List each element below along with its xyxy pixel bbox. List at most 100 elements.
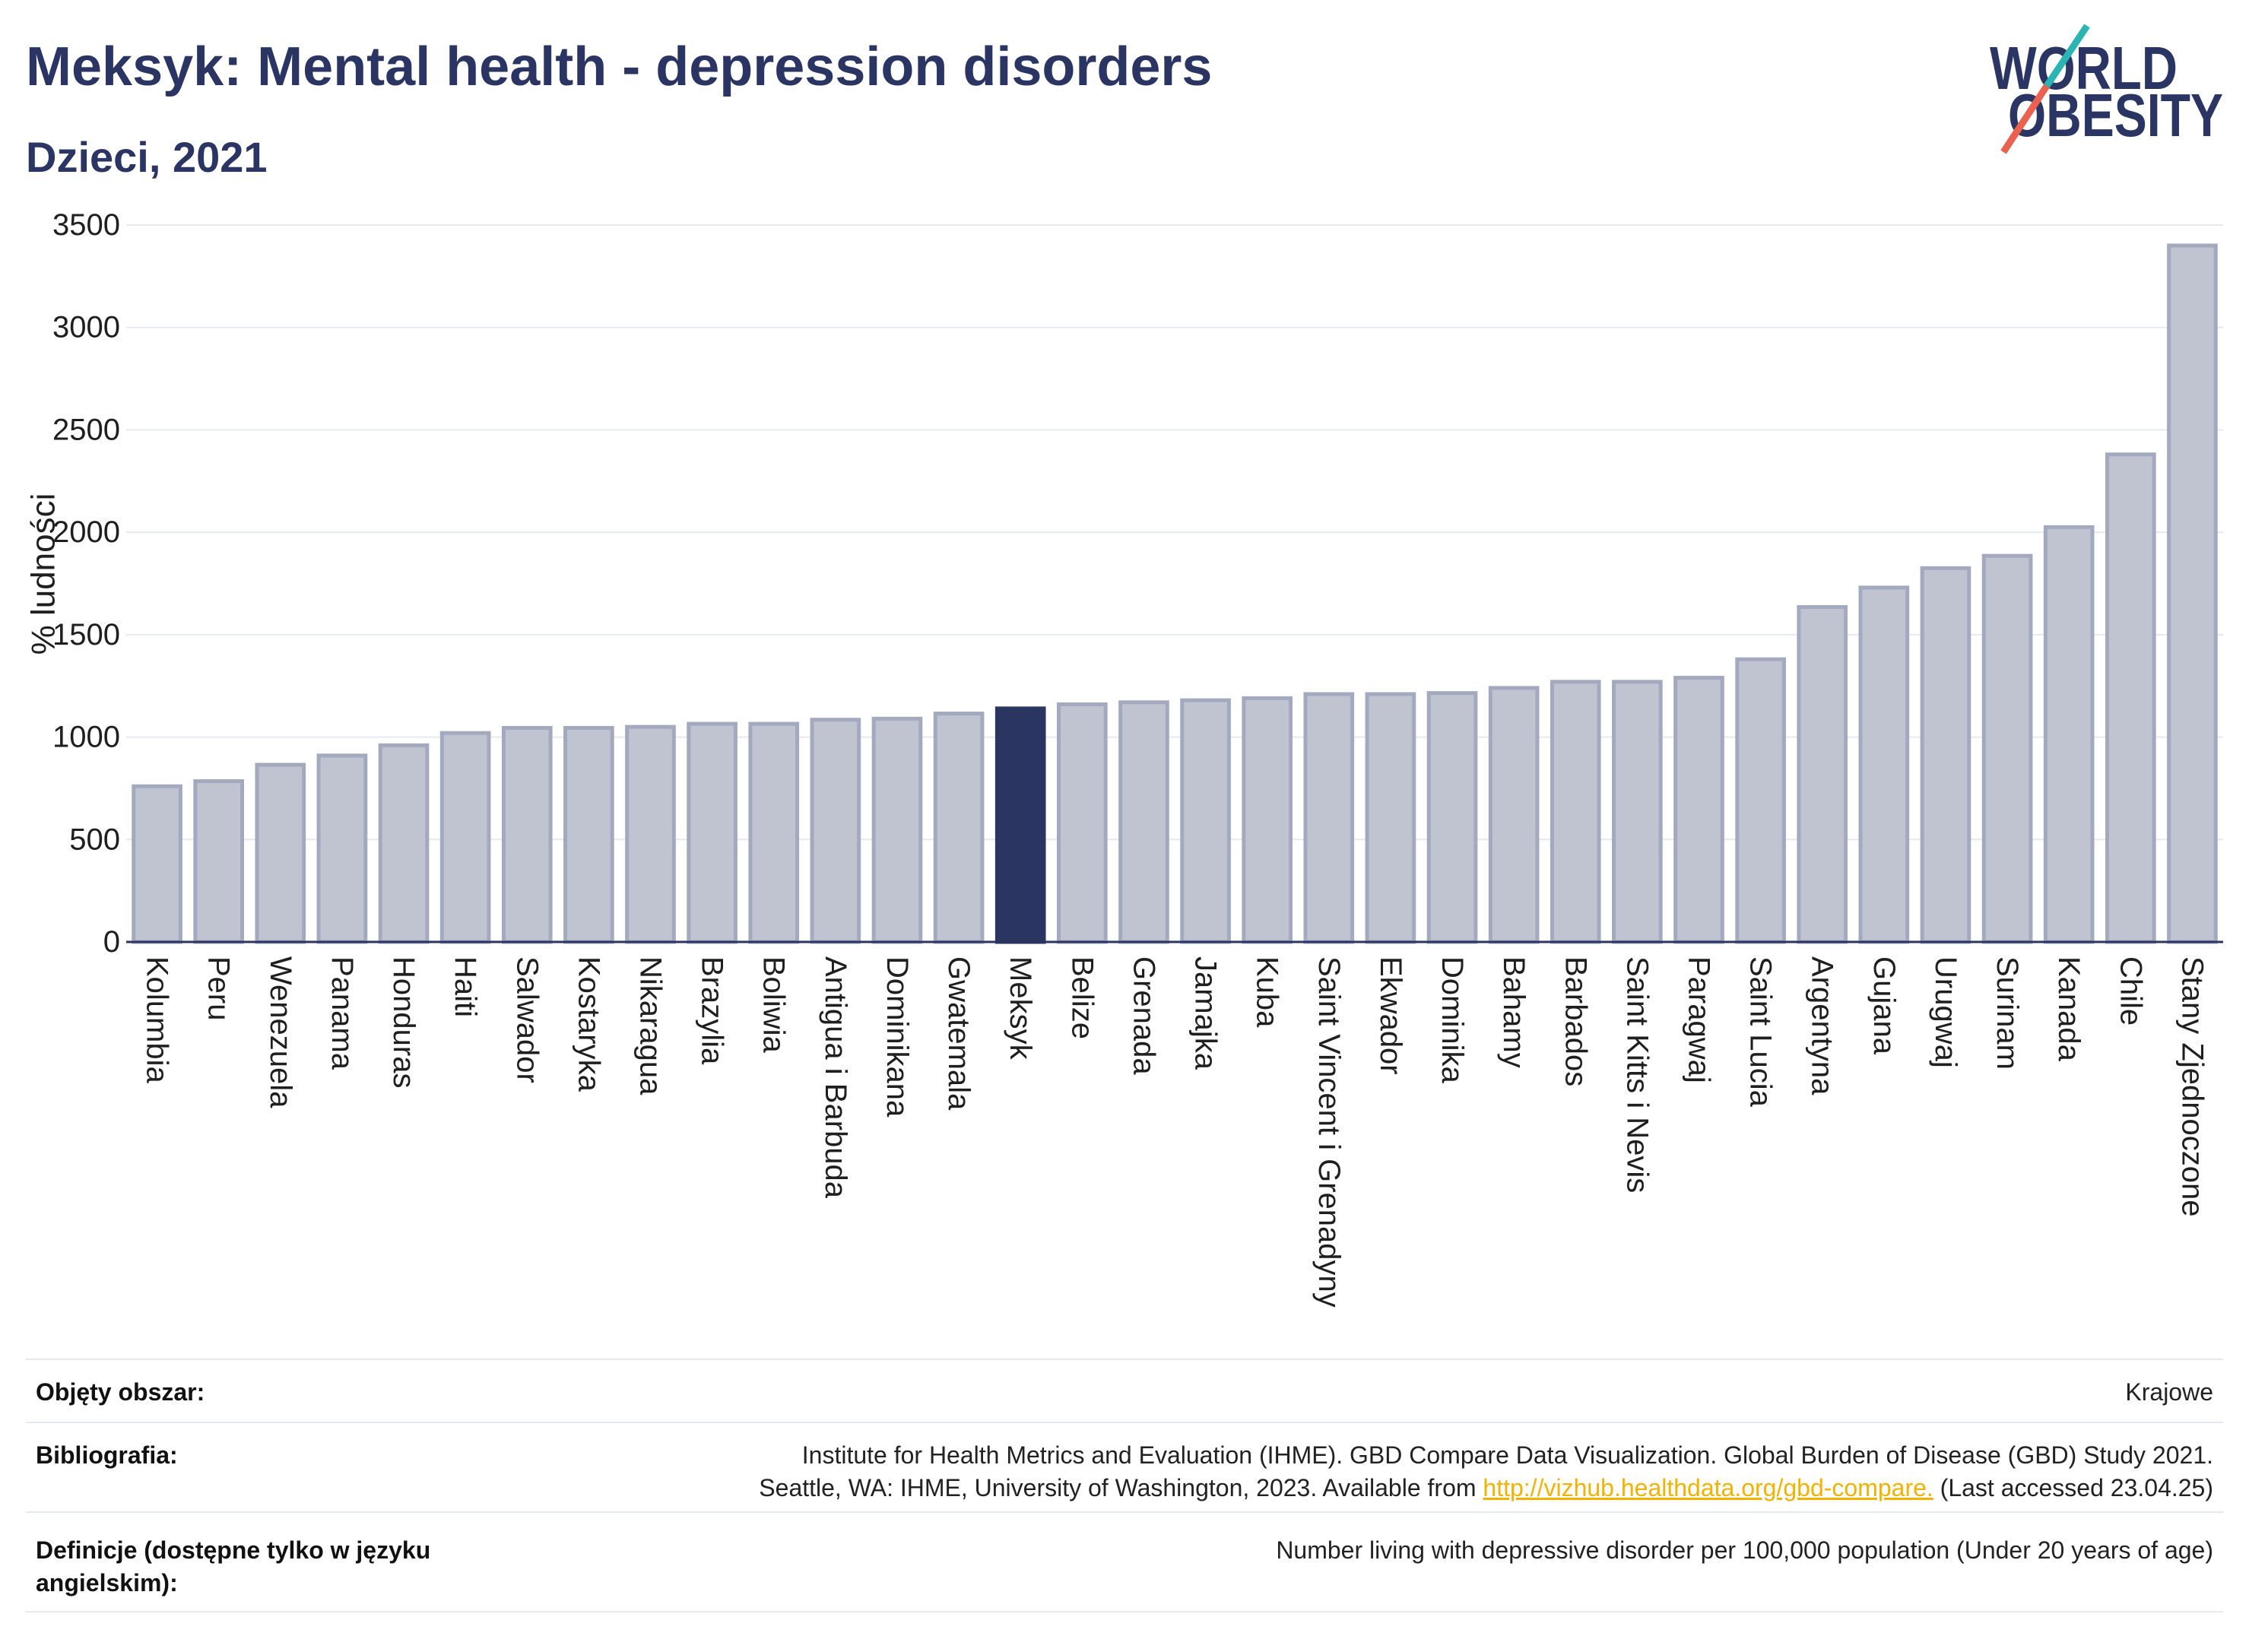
coverage-value: Krajowe <box>2125 1378 2213 1406</box>
coverage-row: Objęty obszar: Krajowe <box>26 1360 2223 1423</box>
definitions-row: Definicje (dostępne tylko w języku angie… <box>26 1513 2223 1612</box>
x-tick-label: Saint Vincent i Grenadyny <box>1312 956 1346 1308</box>
y-tick-label: 2500 <box>52 413 120 446</box>
bar-grenada <box>1118 700 1169 944</box>
x-tick-label: Dominikana <box>880 956 914 1118</box>
bar-ekwador <box>1365 692 1416 944</box>
x-tick-label: Boliwia <box>757 956 791 1053</box>
bar-chile <box>2105 452 2156 944</box>
x-tick-label: Haiti <box>449 956 482 1017</box>
x-tick-label: Antigua i Barbuda <box>819 956 852 1199</box>
x-tick-label: Kuba <box>1251 956 1284 1028</box>
bar-saint-vincent-i-grenadyny <box>1303 692 1355 944</box>
x-tick-label: Salwador <box>510 956 544 1083</box>
chart-subtitle: Dzieci, 2021 <box>26 133 268 181</box>
x-tick-label: Stany Zjednoczone <box>2175 956 2209 1216</box>
x-tick-label: Peru <box>202 956 236 1021</box>
x-tick-label: Kostaryka <box>572 956 605 1092</box>
bibliography-label: Bibliografia: <box>36 1441 178 1469</box>
bar-jamajka <box>1180 698 1231 944</box>
x-tick-label: Brazylia <box>696 956 729 1065</box>
bar-wenezuela <box>255 763 306 944</box>
logo-slash-coral <box>2000 84 2050 154</box>
x-tick-label: Ekwador <box>1374 956 1407 1075</box>
x-tick-label: Gwatemala <box>942 956 975 1111</box>
x-tick-label: Grenada <box>1127 956 1160 1075</box>
x-tick-label: Wenezuela <box>264 956 297 1108</box>
x-tick-label: Meksyk <box>1004 956 1037 1061</box>
bar-surinam <box>1981 553 2033 944</box>
y-tick-label: 1000 <box>52 721 120 754</box>
bar-boliwia <box>748 721 800 944</box>
bar-dominikana <box>871 716 923 944</box>
logo-slash-teal <box>2044 24 2090 88</box>
metadata-table: Objęty obszar: Krajowe Bibliografia: Ins… <box>26 1359 2223 1612</box>
bar-antigua-i-barbuda <box>810 718 861 944</box>
x-tick-label: Argentyna <box>1806 956 1839 1096</box>
bar-argentyna <box>1797 604 1848 944</box>
y-tick-label: 500 <box>69 823 120 856</box>
bar-belize <box>1056 702 1108 944</box>
x-tick-label: Dominika <box>1435 956 1469 1083</box>
bar-panama <box>316 753 368 944</box>
bar-paragwaj <box>1673 675 1724 944</box>
y-tick-label: 3000 <box>52 311 120 344</box>
definitions-label: Definicje (dostępne tylko w języku angie… <box>36 1536 431 1597</box>
bar-barbados <box>1550 680 1601 944</box>
x-tick-label: Chile <box>2114 956 2147 1026</box>
bar-meksyk <box>994 706 1046 944</box>
x-tick-label: Gujana <box>1867 956 1901 1055</box>
bar-brazylia <box>687 721 738 944</box>
y-axis-ticks: 0 500 1000 1500 2000 2500 3000 3500 <box>52 208 120 959</box>
bar-kolumbia <box>132 784 182 944</box>
bar-haiti <box>439 731 491 944</box>
bibliography-line2-suffix: (Last accessed 23.04.25) <box>1940 1474 2213 1501</box>
x-tick-label: Barbados <box>1559 956 1592 1086</box>
world-obesity-logo: WORLD OBESITY <box>1990 24 2223 154</box>
bar-gwatemala <box>933 712 985 944</box>
y-tick-label: 0 <box>103 925 120 959</box>
bar-kanada <box>2043 525 2095 944</box>
x-tick-label: Urugwaj <box>1929 956 1962 1068</box>
bar-kuba <box>1242 696 1293 944</box>
x-tick-label: Panama <box>325 956 359 1070</box>
bibliography-line2-prefix: Seattle, WA: IHME, University of Washing… <box>759 1474 1477 1501</box>
bibliography-value: Institute for Health Metrics and Evaluat… <box>462 1439 2213 1511</box>
x-tick-label: Nikaragua <box>634 956 668 1096</box>
bar-dominika <box>1426 691 1478 944</box>
x-tick-label: Kanada <box>2052 956 2086 1062</box>
x-axis-ticks: Kolumbia Peru Wenezuela Panama Honduras Haiti… <box>141 956 2209 1308</box>
x-tick-label: Belize <box>1065 956 1099 1039</box>
x-tick-label: Paragwaj <box>1683 956 1716 1083</box>
bar-urugwaj <box>1920 566 1971 944</box>
bar-chart: 0 500 1000 1500 2000 2500 3000 3500 Kolumbia Per… <box>25 208 2223 1308</box>
x-tick-label: Saint Lucia <box>1744 956 1778 1108</box>
x-tick-label: Saint Kitts i Nevis <box>1620 956 1654 1193</box>
bar-gujana <box>1858 585 1910 944</box>
x-tick-label: Bahamy <box>1497 956 1531 1068</box>
logo-text-world: WORLD <box>1990 34 2178 102</box>
y-tick-label: 1500 <box>52 618 120 652</box>
y-axis-title: % ludności <box>25 493 62 655</box>
y-tick-label: 3500 <box>52 208 120 242</box>
bar-salwador <box>501 725 553 944</box>
source-link[interactable]: http://vizhub.healthdata.org/gbd-compare… <box>1483 1474 1933 1501</box>
definitions-value: Number living with depressive disorder p… <box>1276 1536 2213 1564</box>
coverage-label: Objęty obszar: <box>36 1378 205 1406</box>
bar-saint-kitts-i-nevis <box>1612 680 1663 944</box>
x-tick-label: Honduras <box>387 956 420 1088</box>
x-tick-label: Surinam <box>1990 956 2024 1070</box>
x-tick-label: Kolumbia <box>141 956 174 1084</box>
bars <box>132 243 2218 944</box>
chart-title: Meksyk: Mental health - depression disor… <box>26 36 1213 97</box>
x-tick-label: Jamajka <box>1189 956 1223 1070</box>
bar-kostaryka <box>563 725 614 944</box>
y-tick-label: 2000 <box>52 515 120 549</box>
bar-bahamy <box>1488 686 1540 944</box>
bar-stany-zjednoczone <box>2167 243 2218 944</box>
bar-honduras <box>378 743 430 944</box>
bar-saint-lucia <box>1735 657 1786 944</box>
bar-nikaragua <box>625 725 676 944</box>
bar-peru <box>193 778 245 944</box>
bibliography-line1: Institute for Health Metrics and Evaluat… <box>801 1441 2213 1469</box>
